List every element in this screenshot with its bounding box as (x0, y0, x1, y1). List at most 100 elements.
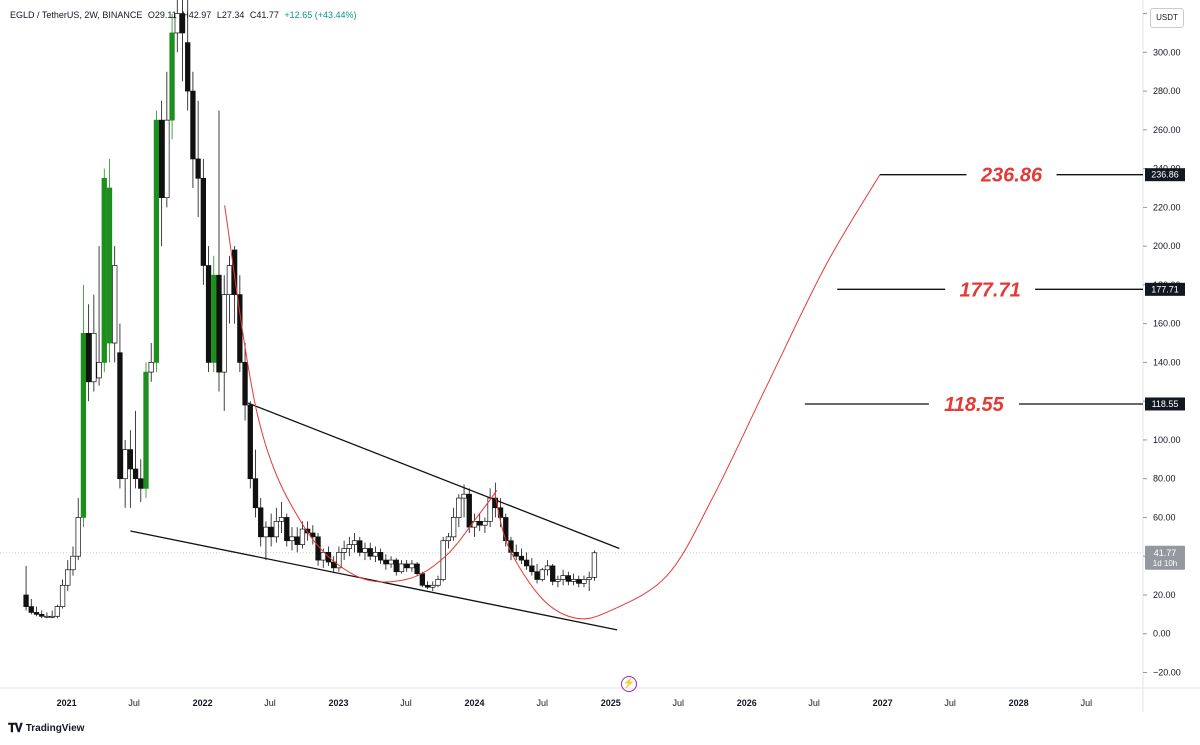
candle-body[interactable] (54, 606, 61, 617)
candle-body[interactable] (419, 573, 425, 586)
candle-body[interactable] (534, 571, 540, 580)
candle-body[interactable] (278, 517, 285, 522)
candle-body[interactable] (461, 493, 467, 499)
candle-body[interactable] (482, 520, 488, 526)
candle-body[interactable] (258, 507, 264, 538)
candle-body[interactable] (570, 579, 577, 582)
candle-body[interactable] (263, 526, 269, 538)
candle-body[interactable] (299, 528, 306, 545)
candle-body[interactable] (117, 352, 123, 480)
candle-body[interactable] (544, 565, 551, 571)
candle-body[interactable] (372, 551, 379, 557)
candle-body[interactable] (185, 42, 191, 92)
candle-body[interactable] (153, 119, 160, 363)
symbol-label[interactable]: EGLD / TetherUS, 2W, BINANCE (10, 10, 143, 20)
candle-body[interactable] (445, 536, 452, 542)
candle-body[interactable] (576, 579, 582, 584)
candle-body[interactable] (49, 615, 55, 618)
candle-body[interactable] (513, 551, 519, 557)
candle-body[interactable] (96, 362, 102, 379)
candle-body[interactable] (158, 119, 165, 199)
candle-body[interactable] (430, 584, 436, 588)
candle-body[interactable] (341, 548, 347, 553)
candle-body[interactable] (75, 517, 81, 557)
candle-body[interactable] (143, 371, 149, 489)
candle-body[interactable] (284, 517, 290, 542)
lightning-icon[interactable]: ⚡ (621, 676, 637, 692)
candle-body[interactable] (33, 612, 40, 615)
candle-body[interactable] (216, 274, 222, 373)
candle-body[interactable] (404, 563, 410, 569)
candle-body[interactable] (148, 362, 154, 373)
candle-body[interactable] (523, 559, 530, 567)
candle-body[interactable] (195, 158, 201, 179)
candle-body[interactable] (289, 536, 295, 542)
trendline-lower[interactable] (130, 530, 618, 631)
candle-body[interactable] (294, 536, 300, 545)
candle-body[interactable] (23, 594, 29, 607)
projection-arc-2[interactable] (494, 174, 881, 620)
candle-body[interactable] (44, 615, 50, 618)
candle-body[interactable] (28, 606, 34, 613)
candle-body[interactable] (59, 584, 66, 607)
candle-body[interactable] (39, 614, 45, 617)
candle-body[interactable] (331, 561, 337, 569)
candle-body[interactable] (388, 559, 394, 565)
candle-body[interactable] (409, 563, 415, 569)
candle-body[interactable] (221, 294, 227, 373)
candle-body[interactable] (414, 563, 420, 575)
candle-body[interactable] (65, 569, 71, 586)
candle-body[interactable] (362, 548, 368, 553)
candle-body[interactable] (383, 559, 389, 565)
candle-body[interactable] (539, 569, 545, 580)
candle-body[interactable] (190, 90, 196, 160)
candle-body[interactable] (273, 520, 279, 538)
candle-body[interactable] (268, 526, 274, 538)
candle-body[interactable] (351, 540, 358, 545)
candle-body[interactable] (550, 565, 556, 582)
candle-body[interactable] (477, 520, 483, 526)
candle-body[interactable] (555, 579, 561, 582)
candle-body[interactable] (231, 249, 238, 295)
candle-body[interactable] (242, 362, 248, 406)
candle-body[interactable] (435, 579, 441, 586)
candle-body[interactable] (70, 555, 76, 571)
candle-body[interactable] (398, 563, 405, 573)
candle-body[interactable] (132, 468, 139, 480)
currency-button[interactable]: USDT (1150, 8, 1184, 28)
candle-body[interactable] (164, 119, 170, 199)
candle-body[interactable] (112, 265, 118, 344)
candle-body[interactable] (565, 575, 571, 582)
candle-body[interactable] (211, 274, 217, 363)
candle-body[interactable] (174, 13, 180, 34)
candle-body[interactable] (586, 577, 592, 580)
candle-body[interactable] (169, 32, 175, 121)
candle-body[interactable] (450, 517, 457, 538)
candle-body[interactable] (200, 177, 206, 266)
candle-body[interactable] (508, 540, 514, 553)
projection-arc-1[interactable] (224, 205, 498, 583)
candle-body[interactable] (205, 265, 212, 363)
candle-body[interactable] (127, 449, 134, 470)
candle-body[interactable] (179, 13, 186, 34)
candle-body[interactable] (591, 552, 598, 578)
candle-body[interactable] (91, 332, 97, 383)
candle-body[interactable] (247, 404, 253, 480)
candle-body[interactable] (529, 565, 535, 573)
candle-body[interactable] (560, 575, 566, 580)
candle-body[interactable] (346, 544, 352, 549)
candle-body[interactable] (377, 551, 384, 561)
candle-body[interactable] (518, 555, 525, 561)
candle-body[interactable] (456, 497, 462, 518)
candle-body[interactable] (138, 478, 144, 489)
candle-body[interactable] (122, 449, 128, 480)
candle-body[interactable] (466, 493, 472, 528)
candle-body[interactable] (393, 559, 399, 573)
candle-body[interactable] (503, 517, 509, 542)
candle-body[interactable] (80, 332, 87, 518)
candle-body[interactable] (336, 551, 342, 569)
candle-body[interactable] (106, 187, 113, 344)
candle-body[interactable] (226, 265, 233, 295)
candle-body[interactable] (581, 579, 587, 584)
